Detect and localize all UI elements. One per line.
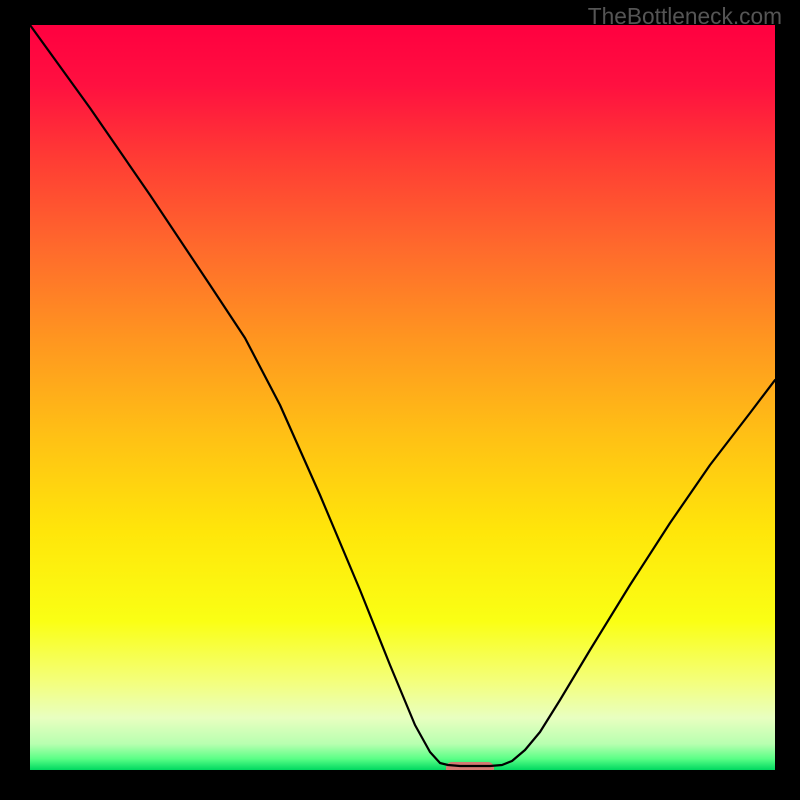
watermark-text: TheBottleneck.com bbox=[588, 3, 782, 30]
chart-svg bbox=[30, 25, 775, 770]
plot-area bbox=[30, 25, 775, 770]
chart-frame: TheBottleneck.com bbox=[0, 0, 800, 800]
gradient-background bbox=[30, 25, 775, 770]
